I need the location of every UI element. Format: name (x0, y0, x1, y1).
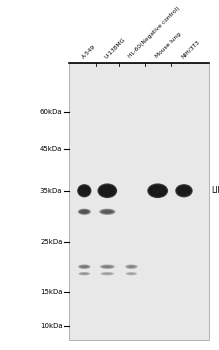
Ellipse shape (98, 184, 116, 197)
Text: HL-60(Negative control): HL-60(Negative control) (128, 6, 181, 60)
Ellipse shape (79, 187, 90, 195)
Ellipse shape (148, 184, 167, 197)
Ellipse shape (126, 272, 136, 275)
Ellipse shape (176, 185, 192, 197)
Ellipse shape (127, 273, 136, 275)
Ellipse shape (80, 188, 88, 193)
Text: 25kDa: 25kDa (40, 238, 62, 245)
Text: 60kDa: 60kDa (40, 109, 62, 115)
Ellipse shape (103, 211, 112, 213)
Ellipse shape (101, 210, 113, 214)
Ellipse shape (78, 209, 91, 215)
Ellipse shape (178, 188, 190, 194)
Ellipse shape (125, 272, 138, 275)
Ellipse shape (100, 265, 115, 269)
Ellipse shape (177, 187, 190, 195)
Ellipse shape (149, 185, 166, 196)
Ellipse shape (101, 209, 114, 214)
Ellipse shape (101, 272, 114, 275)
Ellipse shape (153, 189, 163, 192)
Ellipse shape (103, 189, 112, 192)
Ellipse shape (151, 187, 164, 195)
Ellipse shape (78, 185, 91, 197)
Ellipse shape (78, 265, 91, 269)
Ellipse shape (152, 188, 164, 194)
Ellipse shape (100, 186, 115, 195)
Ellipse shape (101, 265, 114, 268)
Ellipse shape (175, 184, 193, 197)
Ellipse shape (79, 265, 90, 268)
Ellipse shape (80, 266, 88, 268)
Ellipse shape (179, 188, 189, 193)
Ellipse shape (100, 265, 114, 269)
Ellipse shape (125, 265, 138, 269)
Ellipse shape (150, 186, 165, 195)
Ellipse shape (80, 273, 89, 275)
Ellipse shape (180, 189, 188, 192)
Ellipse shape (102, 188, 113, 194)
Ellipse shape (79, 265, 90, 269)
Ellipse shape (126, 265, 137, 268)
Ellipse shape (101, 187, 114, 195)
Ellipse shape (80, 210, 88, 213)
Ellipse shape (80, 265, 89, 268)
Ellipse shape (102, 265, 113, 268)
Ellipse shape (126, 265, 137, 269)
Ellipse shape (100, 209, 115, 215)
Ellipse shape (79, 209, 90, 214)
Ellipse shape (78, 272, 90, 275)
Ellipse shape (102, 210, 113, 213)
Text: Mouse lung: Mouse lung (154, 32, 182, 60)
Ellipse shape (78, 186, 90, 196)
Text: NIH/3T3: NIH/3T3 (180, 39, 201, 60)
Ellipse shape (80, 188, 89, 194)
Ellipse shape (79, 272, 90, 275)
Text: U-138MG: U-138MG (104, 37, 127, 60)
Text: LIF: LIF (211, 186, 219, 195)
Text: A-549: A-549 (81, 44, 97, 60)
Ellipse shape (147, 183, 168, 198)
Ellipse shape (101, 272, 113, 275)
Ellipse shape (127, 265, 136, 268)
Ellipse shape (102, 273, 113, 275)
Text: 10kDa: 10kDa (40, 322, 62, 329)
Text: 45kDa: 45kDa (40, 146, 62, 152)
Ellipse shape (81, 211, 88, 213)
Ellipse shape (127, 266, 136, 268)
Text: 15kDa: 15kDa (40, 289, 62, 295)
Ellipse shape (99, 185, 115, 196)
Ellipse shape (97, 183, 117, 198)
Ellipse shape (177, 186, 191, 196)
Ellipse shape (102, 266, 112, 268)
Ellipse shape (126, 272, 137, 275)
Ellipse shape (79, 272, 89, 275)
Text: 35kDa: 35kDa (40, 188, 62, 194)
Ellipse shape (78, 209, 90, 215)
Ellipse shape (99, 209, 116, 215)
Ellipse shape (81, 189, 88, 192)
Ellipse shape (77, 184, 92, 197)
Ellipse shape (79, 210, 89, 214)
Ellipse shape (100, 272, 114, 275)
Bar (69, 63, 209, 340)
